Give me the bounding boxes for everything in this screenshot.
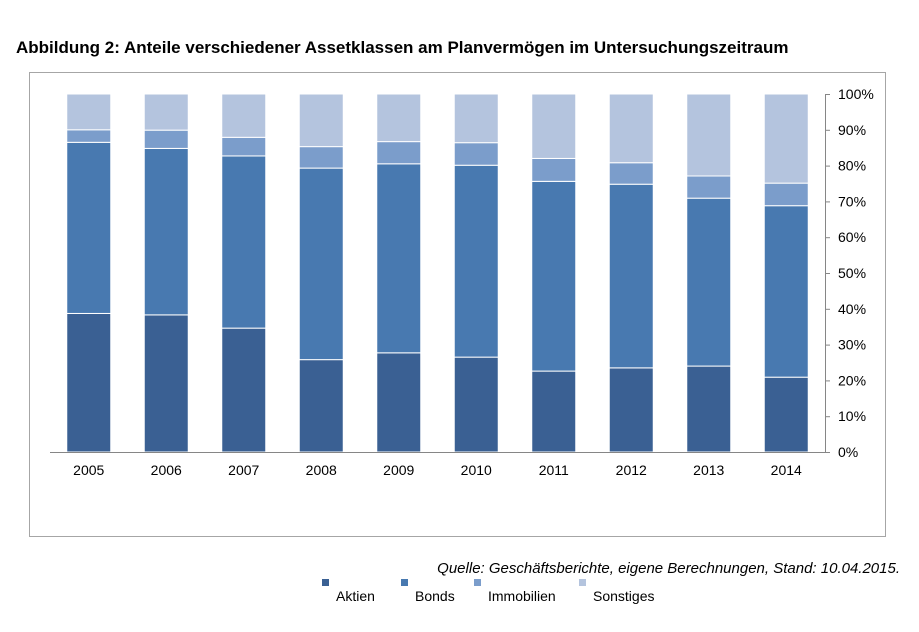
x-tick-label: 2014 [771,462,802,478]
bar-segment-bonds-2007 [221,155,267,329]
bar-segment-aktien-2010 [453,356,499,453]
bar-segment-immobilien-2006 [143,129,189,149]
bar-segment-bonds-2014 [763,205,809,378]
stacked-bar-chart: 0%10%20%30%40%50%60%70%80%90%100% 2005 20… [50,86,874,478]
bars-group [66,93,809,453]
y-tick-label: 80% [838,158,866,174]
bar-segment-immobilien-2012 [608,162,654,185]
bar-segment-immobilien-2010 [453,142,499,166]
legend-label-immobilien: Immobilien [488,588,556,604]
y-tick-label: 0% [838,444,858,460]
bar-segment-bonds-2009 [376,163,422,354]
bar-segment-immobilien-2007 [221,136,267,157]
x-tick-label: 2013 [693,462,724,478]
bar-segment-immobilien-2009 [376,141,422,165]
legend-swatch-sonstiges [579,579,586,586]
chart-frame: 0% 10% 20% 30% 40% 50% 60% 70% 80% 90% 100% 2005 20… [29,72,886,604]
bar-segment-sonstiges-2007 [221,93,267,138]
x-tick-label: 2009 [383,462,414,478]
y-tick-label: 20% [838,372,866,388]
bar-segment-sonstiges-2008 [298,93,344,148]
y-tick-label: 60% [838,229,866,245]
y-tick-label: 100% [838,86,874,102]
source-note: Quelle: Geschäftsberichte, eigene Berech… [437,560,900,577]
legend-swatch-bonds [401,579,408,586]
y-tick-label: 30% [838,337,866,353]
y-tick-label: 50% [838,265,866,281]
bar-segment-aktien-2009 [376,352,422,453]
bar-segment-sonstiges-2012 [608,93,654,164]
legend-label-bonds: Bonds [415,588,455,604]
bar-segment-immobilien-2013 [686,175,732,199]
x-tick-label: 2007 [228,462,259,478]
bar-segment-aktien-2012 [608,367,654,453]
bar-segment-sonstiges-2010 [453,93,499,144]
bar-segment-bonds-2012 [608,183,654,369]
bar-segment-immobilien-2008 [298,146,344,169]
bar-segment-bonds-2006 [143,147,189,316]
bar-segment-bonds-2011 [531,180,577,372]
y-tick-label: 90% [838,122,866,138]
bar-segment-aktien-2006 [143,314,189,453]
x-tick-label: 2005 [73,462,104,478]
bar-segment-sonstiges-2013 [686,93,732,177]
bar-segment-aktien-2011 [531,370,577,453]
y-tick-labels: 0% 10% 20% 30% 40% 50% 60% 70% 80% 90% 100% [825,86,874,460]
x-tick-label: 2012 [616,462,647,478]
bar-segment-bonds-2008 [298,167,344,361]
legend-label-aktien: Aktien [336,588,375,604]
bar-segment-sonstiges-2009 [376,93,422,143]
x-tick-label: 2008 [306,462,337,478]
legend-swatch-aktien [322,579,329,586]
bar-segment-aktien-2007 [221,327,267,453]
bar-segment-bonds-2010 [453,164,499,358]
x-tick-label: 2011 [539,462,569,478]
legend-swatch-immobilien [474,579,481,586]
bar-segment-aktien-2005 [66,312,112,453]
figure-title: Abbildung 2: Anteile verschiedener Asset… [16,38,789,57]
y-tick-label: 40% [838,301,866,317]
x-tick-labels: 2005 2006 2007 2008 2009 2010 2011 2012 2013 2014 [73,462,802,478]
bar-segment-aktien-2014 [763,376,809,453]
bar-segment-sonstiges-2011 [531,93,577,159]
x-tick-label: 2006 [151,462,182,478]
x-tick-label: 2010 [461,462,492,478]
bar-segment-aktien-2013 [686,365,732,453]
y-tick-label: 70% [838,193,866,209]
bar-segment-immobilien-2014 [763,182,809,207]
y-tick-label: 10% [838,408,866,424]
bar-segment-sonstiges-2005 [66,93,112,131]
bar-segment-aktien-2008 [298,359,344,453]
bar-segment-sonstiges-2006 [143,93,189,131]
bar-segment-immobilien-2011 [531,157,577,182]
bar-segment-bonds-2005 [66,141,112,314]
bar-segment-bonds-2013 [686,197,732,367]
legend-label-sonstiges: Sonstiges [593,588,655,604]
bar-segment-sonstiges-2014 [763,93,809,184]
bar-segment-immobilien-2005 [66,129,112,143]
